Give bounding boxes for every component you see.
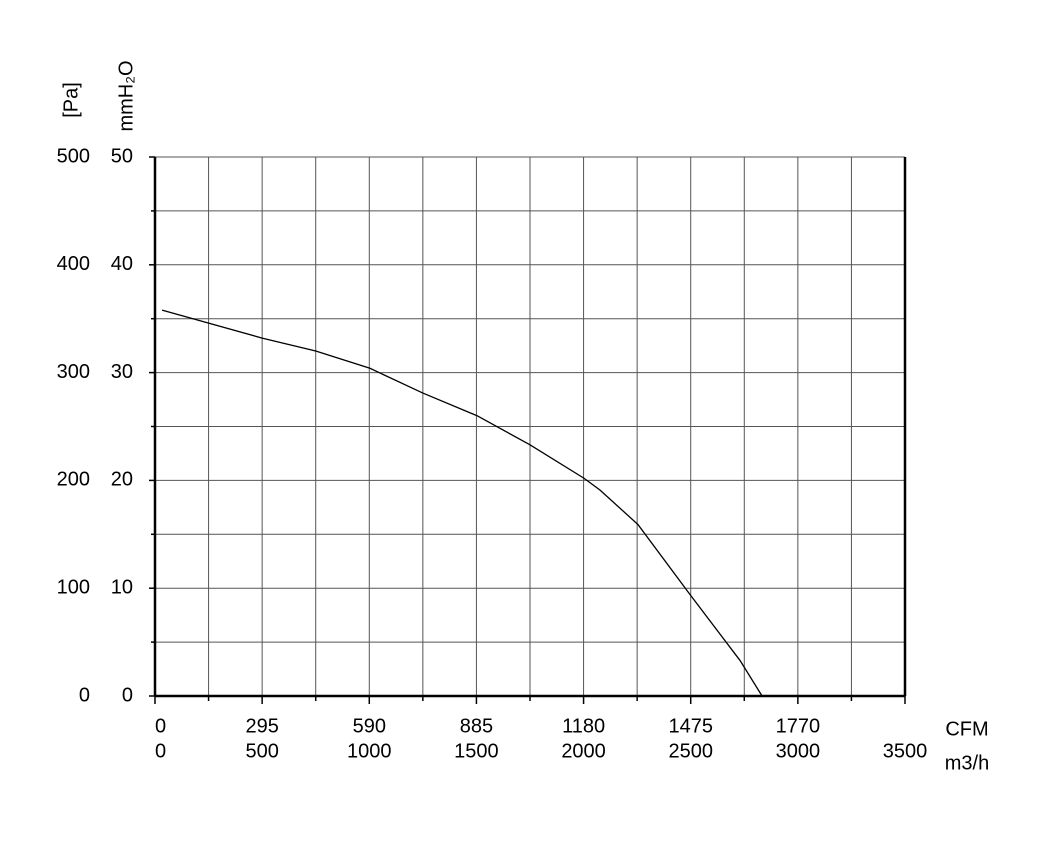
x-tick-label: 3500 [883,740,928,762]
y-tick-label: 200 [57,469,90,491]
y2-tick-label: 20 [111,469,133,491]
y-tick-label: 0 [79,684,90,706]
y2-axis-label: mmH₂O [115,60,137,131]
y2-tick-label: 10 [111,576,133,598]
x-axis-label: m3/h [945,752,989,774]
x-tick-label: 2000 [561,740,606,762]
y2-tick-label: 40 [111,253,133,275]
y2-tick-label: 30 [111,361,133,383]
x2-tick-label: 590 [353,715,386,737]
x2-tick-label: 1475 [668,715,713,737]
y-axis-label: [Pa] [60,82,82,118]
x-tick-label: 500 [245,740,278,762]
x2-axis-label: CFM [945,718,988,740]
y-tick-label: 100 [57,576,90,598]
y-tick-label: 500 [57,145,90,167]
y-tick-label: 300 [57,361,90,383]
x2-tick-label: 295 [245,715,278,737]
x-tick-label: 2500 [668,740,713,762]
x2-tick-label: 1180 [562,715,605,737]
y2-tick-label: 0 [122,684,133,706]
x2-tick-label: 885 [460,715,493,737]
x-tick-label: 1000 [347,740,392,762]
curve [161,309,763,697]
x2-tick-label: 0 [155,715,166,737]
x-tick-label: 3000 [776,740,821,762]
y2-tick-label: 50 [111,145,133,167]
x-tick-label: 1500 [454,740,499,762]
y-tick-label: 400 [57,253,90,275]
x2-tick-label: 1770 [776,715,821,737]
x-tick-label: 0 [155,740,166,762]
